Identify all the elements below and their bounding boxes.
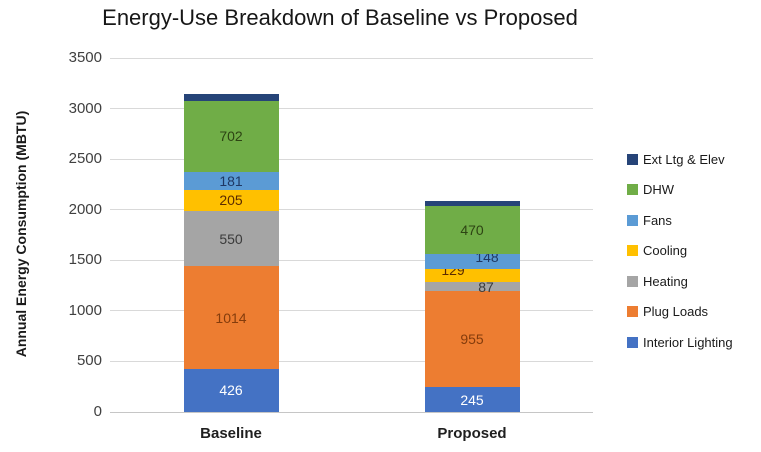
- legend-label-fans: Fans: [643, 212, 672, 228]
- x-category-label-baseline: Baseline: [200, 425, 262, 442]
- legend-swatch-dhw: [627, 184, 638, 195]
- y-tick-label: 3500: [68, 49, 102, 66]
- chart-title: Energy-Use Breakdown of Baseline vs Prop…: [102, 5, 578, 30]
- y-tick-label: 2000: [68, 200, 102, 218]
- legend-item-cooling: Cooling: [627, 243, 688, 258]
- legend-item-plug-loads: Plug Loads: [627, 304, 709, 319]
- y-tick-label: 1500: [68, 251, 102, 269]
- legend-label-plug-loads: Plug Loads: [643, 304, 709, 319]
- y-tick-label: 2500: [68, 150, 102, 168]
- bar-segment-plug-loads-proposed: [424, 290, 520, 388]
- legend-item-ext-ltg-elev: Ext Ltg & Elev: [627, 151, 725, 167]
- y-axis-title: Annual Energy Consumption (MBTU): [13, 110, 29, 358]
- bar-segment-cooling-baseline: [183, 189, 279, 211]
- gridline: [110, 360, 593, 362]
- bar-segment-dhw-baseline: [183, 100, 279, 172]
- gridline: [110, 57, 593, 59]
- legend-label-cooling: Cooling: [643, 243, 688, 258]
- x-category-label-proposed: Proposed: [437, 425, 507, 442]
- legend-item-fans: Fans: [627, 212, 672, 228]
- legend-swatch-ext-ltg-elev: [627, 153, 638, 165]
- legend-label-heating: Heating: [643, 273, 688, 289]
- gridline: [110, 209, 593, 211]
- y-tick-label: 500: [76, 352, 102, 370]
- bar-segment-plug-loads-baseline: [183, 266, 279, 369]
- bar-segment-label-dhw-proposed: 470: [460, 222, 484, 239]
- bar-segment-ext-ltg-elev-baseline: [183, 93, 279, 101]
- gridline: [110, 310, 593, 312]
- legend-swatch-heating: [627, 275, 638, 287]
- legend-label-interior-lighting: Interior Lighting: [643, 334, 733, 350]
- bar-segment-label-interior-lighting-proposed: 245: [460, 391, 484, 408]
- bar-segment-interior-lighting-proposed: [424, 387, 520, 412]
- legend: Ext Ltg & Elev DHW Fans Cooling Heating Plug …: [627, 152, 761, 362]
- gridline: [110, 411, 593, 413]
- bar-segment-label-heating-proposed: 87: [478, 279, 494, 296]
- gridline: [110, 259, 593, 261]
- legend-swatch-plug-loads: [627, 306, 638, 317]
- legend-item-dhw: DHW: [627, 182, 675, 197]
- bar-segment-fans-proposed: [424, 253, 520, 269]
- bar-segment-interior-lighting-baseline: [183, 368, 279, 412]
- bar-segment-label-plug-loads-proposed: 955: [460, 330, 484, 347]
- gridline: [110, 158, 593, 160]
- bar-segment-ext-ltg-elev-proposed: [424, 201, 520, 207]
- y-tick-label: 1000: [68, 301, 102, 319]
- y-tick-label: 3000: [68, 99, 102, 117]
- bar-segment-cooling-proposed: [424, 268, 520, 282]
- legend-swatch-fans: [627, 214, 638, 226]
- legend-swatch-interior-lighting: [627, 336, 638, 348]
- legend-swatch-cooling: [627, 245, 638, 256]
- legend-label-dhw: DHW: [643, 182, 675, 197]
- bar-segment-heating-baseline: [183, 210, 279, 267]
- bar-segment-label-heating-baseline: 550: [219, 230, 243, 247]
- bar-segment-fans-baseline: [183, 171, 279, 190]
- y-tick-label: 0: [93, 403, 102, 420]
- bar-segment-label-fans-baseline: 181: [219, 172, 243, 189]
- legend-item-heating: Heating: [627, 273, 688, 289]
- bar-segment-label-cooling-baseline: 205: [219, 192, 243, 209]
- bar-segment-dhw-proposed: [424, 206, 520, 254]
- legend-item-interior-lighting: Interior Lighting: [627, 334, 733, 350]
- gridline: [110, 108, 593, 110]
- legend-label-ext-ltg-elev: Ext Ltg & Elev: [643, 151, 725, 167]
- bar-segment-label-plug-loads-baseline: 1014: [215, 309, 247, 326]
- bar-segment-heating-proposed: [424, 281, 520, 291]
- bar-segment-label-interior-lighting-baseline: 426: [219, 382, 243, 399]
- bar-segment-label-dhw-baseline: 702: [219, 128, 243, 145]
